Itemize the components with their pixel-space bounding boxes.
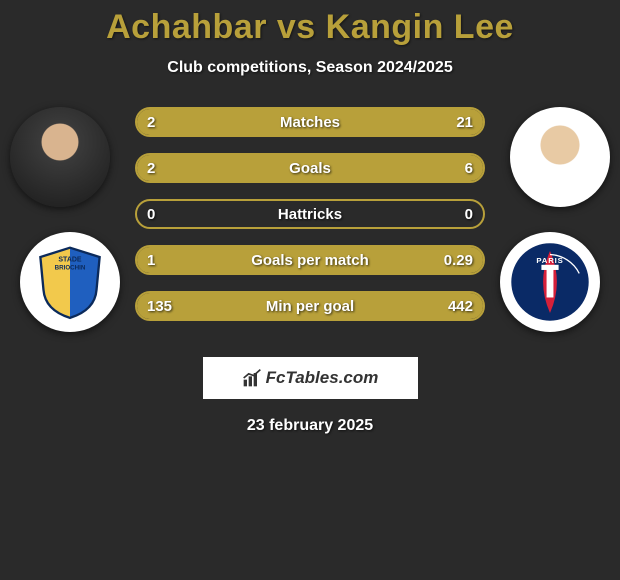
stat-fill-right (167, 109, 483, 135)
player-right-photo (510, 107, 610, 207)
date: 23 february 2025 (0, 417, 620, 435)
watermark: FcTables.com (203, 357, 418, 399)
watermark-text: FcTables.com (266, 368, 379, 388)
stat-fill-left (137, 293, 218, 319)
stat-value-left: 0 (147, 201, 155, 227)
stat-value-right: 0 (465, 201, 473, 227)
svg-text:STADE: STADE (58, 257, 82, 264)
stat-fill-right (218, 293, 483, 319)
stat-row: 0 0Hattricks (135, 199, 485, 229)
stats-area: STADE BRIOCHIN PARIS 221Matches26Goals00… (0, 107, 620, 347)
player-left-photo (10, 107, 110, 207)
stat-fill-right (405, 247, 483, 273)
avatar (510, 107, 610, 207)
avatar (10, 107, 110, 207)
club-badge-icon: PARIS (500, 232, 600, 332)
comparison-card: Achahbar vs Kangin Lee Club competitions… (0, 0, 620, 580)
player-left-club-badge: STADE BRIOCHIN (20, 232, 120, 332)
stat-label: Hattricks (137, 201, 483, 227)
player-right-club-badge: PARIS (500, 232, 600, 332)
subtitle: Club competitions, Season 2024/2025 (0, 59, 620, 77)
stat-fill-right (224, 155, 484, 181)
stat-row: 221Matches (135, 107, 485, 137)
svg-text:BRIOCHIN: BRIOCHIN (55, 265, 86, 272)
page-title: Achahbar vs Kangin Lee (0, 8, 620, 47)
stat-fill-left (137, 109, 167, 135)
svg-text:PARIS: PARIS (536, 256, 563, 265)
stat-row: 10.29Goals per match (135, 245, 485, 275)
chart-icon (242, 368, 262, 388)
stat-fill-left (137, 247, 405, 273)
stat-row: 26Goals (135, 153, 485, 183)
stat-fill-left (137, 155, 224, 181)
club-badge-icon: STADE BRIOCHIN (20, 232, 120, 332)
stat-row: 135442Min per goal (135, 291, 485, 321)
stat-bars: 221Matches 26Goals 0 0Hattricks 10.29Goals p… (135, 107, 485, 337)
